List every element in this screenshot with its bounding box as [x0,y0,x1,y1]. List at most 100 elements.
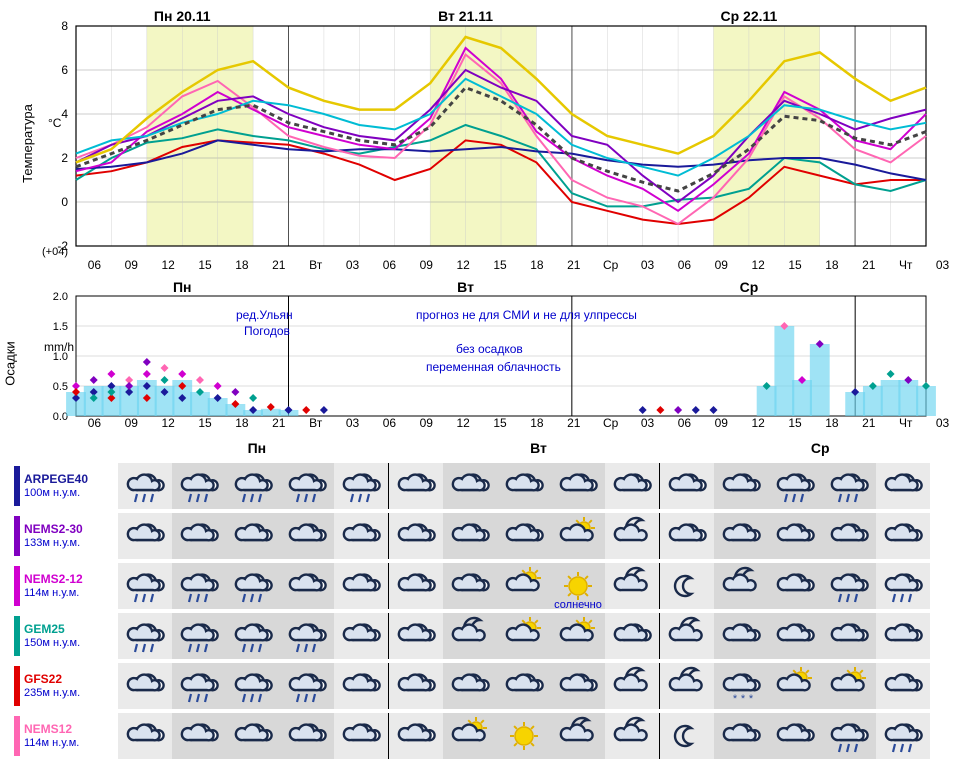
weather-icon-cloud [334,563,388,609]
weather-icon-cloud [876,513,930,559]
temp-day-headers: Пн 20.11Вт 21.11Ср 22.11 [76,6,955,26]
weather-icon-cloud [334,513,388,559]
model-label: GEM25150м н.у.м. [24,623,118,649]
weather-icon-cloud [226,713,280,759]
models-grid: ARPEGE40100м н.у.м. NEMS2-30133м н.у.м. NE… [14,462,955,760]
weather-icon-cloud [822,613,876,659]
weather-icon-psun [822,663,876,709]
weather-icon-cloud [334,713,388,759]
weather-icon-psun [497,613,551,659]
model-row: ARPEGE40100м н.у.м. [14,462,955,510]
model-color-bar [14,666,20,706]
icons-row: солнечно [118,563,955,609]
weather-icon-cloud [389,613,443,659]
temperature-panel: Температура °С -202468 (+04) 06091215182… [6,26,955,272]
weather-icon-cloud [118,713,172,759]
weather-icon-rain [226,663,280,709]
svg-text:Ср: Ср [740,279,759,295]
icons-row [118,513,955,559]
weather-icon-psun [768,663,822,709]
svg-text:Пн 20.11: Пн 20.11 [154,8,211,24]
weather-icon-cloud [660,463,714,509]
svg-text:Ср 22.11: Ср 22.11 [721,8,778,24]
weather-icon-moonc [605,713,659,759]
weather-icon-cloud [822,513,876,559]
weather-icon-cloud [443,463,497,509]
model-color-bar [14,566,20,606]
weather-icon-cloud [389,513,443,559]
icons-row: *** [118,663,955,709]
weather-icon-rain [334,463,388,509]
icons-row [118,463,955,509]
svg-text:0.5: 0.5 [53,381,68,393]
weather-icon-cloud [768,613,822,659]
weather-icon-rain [118,613,172,659]
weather-icon-rain [280,663,334,709]
icons-row [118,613,955,659]
weather-icon-rain [822,463,876,509]
model-row: NEMS2-12114м н.у.м.солнечно [14,562,955,610]
weather-icon-cloud [118,513,172,559]
model-row: GEM25150м н.у.м. [14,612,955,660]
model-color-bar [14,716,20,756]
model-label: GFS22235м н.у.м. [24,673,118,699]
weather-icon-moonc [660,613,714,659]
model-label: NEMS12114м н.у.м. [24,723,118,749]
temp-ylabel: Температура [20,104,35,183]
svg-text:*: * [749,693,754,705]
weather-icon-cloud [172,513,226,559]
weather-icon-cloud [605,613,659,659]
weather-icon-psun [551,513,605,559]
weather-icon-cloud [389,463,443,509]
weather-icon-moonc [605,663,659,709]
temperature-chart: -202468 [76,26,926,246]
model-color-bar [14,616,20,656]
weather-icon-cloud [605,463,659,509]
weather-icon-rain [876,713,930,759]
model-label: NEMS2-12114м н.у.м. [24,573,118,599]
weather-icon-moonc [605,513,659,559]
temp-yunit: °С [48,116,61,130]
weather-icon-rain [172,613,226,659]
precip-day-headers: ПнВтСр [76,278,955,296]
svg-text:2.0: 2.0 [53,291,68,303]
svg-text:*: * [741,693,746,705]
model-label: ARPEGE40100м н.у.м. [24,473,118,499]
weather-icon-psun [551,613,605,659]
weather-icon-moonc [714,563,768,609]
weather-icon-cloud [118,663,172,709]
weather-icon-cloud [280,563,334,609]
weather-icon-cloud [389,563,443,609]
weather-icon-rain [226,563,280,609]
model-row: GFS22235м н.у.м. *** [14,662,955,710]
svg-text:Вт: Вт [457,279,474,295]
svg-text:0.0: 0.0 [53,411,68,423]
weather-icon-cloud [497,463,551,509]
weather-icon-sun [497,713,551,759]
weather-icon-snowc: *** [714,663,768,709]
svg-text:-2: -2 [57,239,68,253]
weather-icon-rain [822,713,876,759]
weather-icon-rain [280,613,334,659]
weather-icon-cloud [497,513,551,559]
weather-icon-cloud [280,713,334,759]
model-color-bar [14,516,20,556]
weather-icon-rain [226,613,280,659]
weather-icon-cloud [876,463,930,509]
weather-icon-cloud [768,713,822,759]
model-label: NEMS2-30133м н.у.м. [24,523,118,549]
weather-icon-cloud [389,663,443,709]
weather-icon-moon [660,563,714,609]
weather-icon-moon [660,713,714,759]
weather-icon-cloud [768,513,822,559]
weather-icon-rain [118,463,172,509]
svg-text:1.0: 1.0 [53,351,68,363]
weather-icon-cloud [226,513,280,559]
svg-text:2: 2 [61,151,68,165]
weather-icon-cloud [714,613,768,659]
svg-text:1.5: 1.5 [53,321,68,333]
weather-icon-cloud [334,663,388,709]
weather-icon-cloud [876,663,930,709]
temp-xticks: 060912151821Вт03060912151821Ср0306091215… [76,258,955,272]
weather-icon-rain [768,463,822,509]
